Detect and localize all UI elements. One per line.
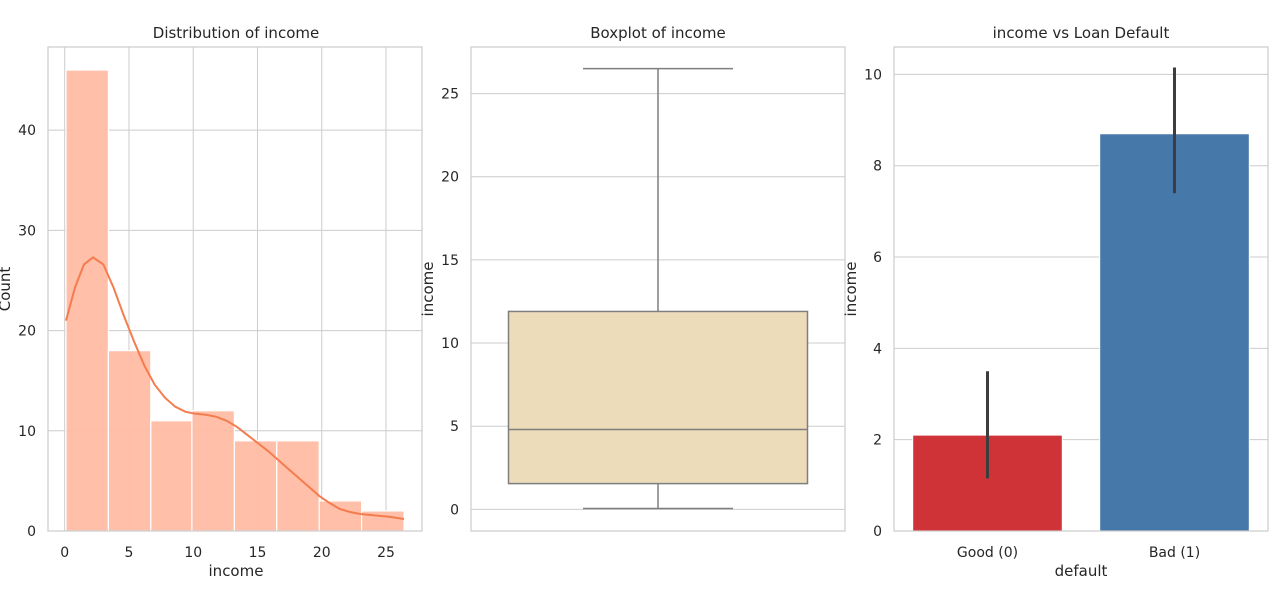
hist-bar bbox=[65, 69, 110, 532]
box-ytick-label: 20 bbox=[441, 170, 459, 186]
bar-rect bbox=[1099, 133, 1250, 532]
hist-ytick-label: 10 bbox=[18, 424, 36, 440]
box-ytick-label: 10 bbox=[441, 336, 459, 352]
hist-xtick-label: 20 bbox=[313, 545, 331, 561]
histogram-panel: Distribution of income 0 5 10 15 20 25 0 10 20 3… bbox=[0, 24, 423, 580]
hist-bar bbox=[150, 420, 193, 532]
hist-bar bbox=[107, 350, 152, 532]
bar-panel: income vs Loan Default Good (0) Bad (1) 0… bbox=[842, 24, 1269, 580]
hist-bar bbox=[233, 440, 278, 532]
hist-xtick-label: 5 bbox=[125, 545, 134, 561]
hist-title: Distribution of income bbox=[153, 24, 319, 42]
hist-bar bbox=[318, 500, 363, 532]
box-ytick-label: 0 bbox=[450, 502, 459, 518]
hist-bar bbox=[276, 440, 320, 532]
box-title: Boxplot of income bbox=[590, 24, 726, 42]
hist-xtick-label: 0 bbox=[60, 545, 69, 561]
hist-ytick-label: 0 bbox=[27, 524, 36, 540]
box-iqr bbox=[507, 310, 809, 485]
hist-ytick-label: 40 bbox=[18, 123, 36, 139]
bar-frame bbox=[893, 46, 1269, 532]
hist-ylabel: Count bbox=[0, 267, 14, 312]
hist-xtick-label: 15 bbox=[249, 545, 267, 561]
box-ytick-label: 5 bbox=[450, 419, 459, 435]
bar-ytick-label: 8 bbox=[873, 159, 882, 175]
hist-ytick-label: 20 bbox=[18, 324, 36, 340]
bar-ytick-label: 4 bbox=[873, 341, 882, 357]
bar-xtick-label: Good (0) bbox=[957, 545, 1018, 561]
box-frame bbox=[470, 46, 846, 532]
box-ytick-label: 15 bbox=[441, 253, 459, 269]
bar-ytick-label: 0 bbox=[873, 524, 882, 540]
boxplot-panel: Boxplot of income 0 5 10 15 20 25 income bbox=[419, 24, 846, 532]
bar-ytick-label: 6 bbox=[873, 250, 882, 266]
bar-ytick-label: 10 bbox=[864, 67, 882, 83]
bar-xtick-label: Bad (1) bbox=[1149, 545, 1200, 561]
bar-title: income vs Loan Default bbox=[993, 24, 1170, 42]
hist-frame bbox=[47, 46, 423, 532]
bar-ytick-label: 2 bbox=[873, 433, 882, 449]
hist-bar bbox=[191, 410, 235, 532]
hist-xtick-label: 10 bbox=[184, 545, 202, 561]
bar-xlabel: default bbox=[1055, 562, 1108, 580]
hist-ytick-label: 30 bbox=[18, 223, 36, 239]
hist-kde-line bbox=[65, 256, 405, 520]
box-ylabel: income bbox=[419, 262, 437, 317]
hist-xlabel: income bbox=[209, 562, 264, 580]
box-ytick-label: 25 bbox=[441, 87, 459, 103]
hist-xtick-label: 25 bbox=[377, 545, 395, 561]
bar-ylabel: income bbox=[842, 262, 860, 317]
